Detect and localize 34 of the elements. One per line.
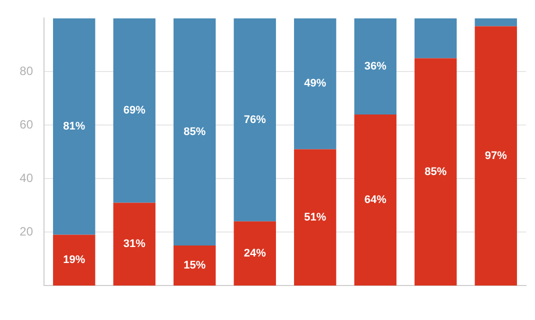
bar: [354, 114, 396, 286]
data-label: 19%: [63, 254, 86, 266]
y-tick-label: 20: [20, 224, 34, 238]
data-label: 51%: [304, 211, 326, 224]
data-label: 24%: [244, 248, 266, 260]
bar: [414, 58, 457, 286]
data-label: 85%: [184, 126, 206, 138]
bar: [174, 245, 216, 286]
bar: [234, 221, 276, 286]
data-label: 36%: [364, 60, 387, 72]
data-label: 64%: [364, 194, 387, 206]
y-tick-label: 40: [20, 170, 34, 185]
data-label: 31%: [123, 238, 146, 250]
bar: [53, 18, 96, 235]
bar: [294, 149, 336, 286]
bar: [354, 18, 396, 114]
data-label: 15%: [184, 260, 206, 272]
y-tick-label: 80: [20, 64, 34, 78]
bar: [474, 26, 517, 286]
data-label: 81%: [63, 120, 86, 133]
data-label: 85%: [424, 166, 447, 178]
y-tick-label: 60: [20, 117, 34, 132]
bar: [174, 18, 216, 246]
data-label: 49%: [304, 78, 326, 90]
bar: [294, 18, 336, 150]
bar: [53, 234, 96, 286]
bar: [414, 18, 457, 58]
data-label: 69%: [123, 104, 146, 116]
bar: [234, 18, 276, 222]
bar: [113, 18, 156, 203]
data-label: 76%: [244, 114, 266, 126]
bar: [474, 18, 517, 26]
data-label: 97%: [484, 150, 508, 162]
bar: [113, 202, 156, 286]
